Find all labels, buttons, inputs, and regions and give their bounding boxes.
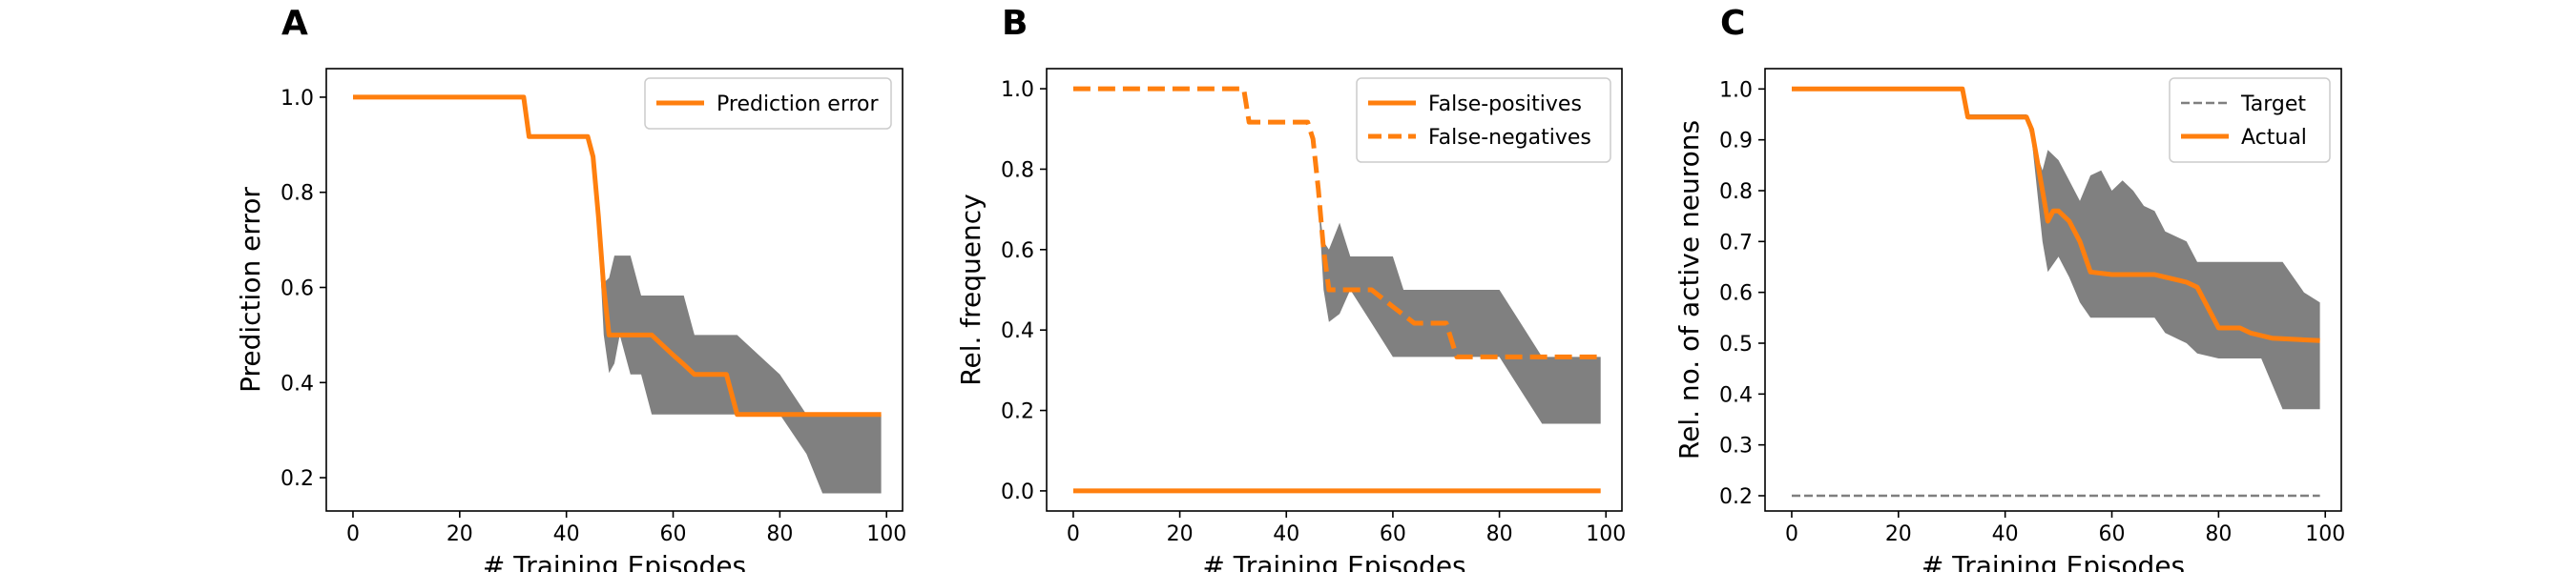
panel-letter: C [1720,4,1745,43]
series-line [353,94,882,418]
y-tick-label: 0.9 [1719,130,1753,153]
panel-letter: B [1002,4,1028,43]
y-tick-label: 0.6 [1001,239,1034,263]
uncertainty-band [353,96,882,494]
legend-label: False-negatives [1428,126,1591,150]
y-tick-label: 0.4 [280,372,314,396]
legend: False-positives False-negatives [1356,77,1611,163]
y-axis-label: Rel. no. of active neurons [1673,120,1705,460]
x-tick-label: 60 [2099,522,2126,546]
x-tick-label: 100 [1586,522,1626,546]
panel-b: B 0 20 40 60 80 100 0.0 0.2 0.4 0.6 0.8 1.0 # Trainin… [955,4,1626,572]
legend-box [2169,77,2331,163]
y-tick-label: 0.5 [1719,333,1753,357]
x-axis-label: # Training Episodes [483,550,746,572]
y-tick-label: 0.4 [1001,319,1034,343]
x-tick-label: 20 [447,522,473,546]
y-tick-label: 0.4 [1719,383,1753,407]
y-axis-label: Prediction error [235,187,266,393]
x-tick-label: 40 [553,522,580,546]
axes-frame [1046,68,1623,512]
x-tick-label: 60 [1380,522,1406,546]
y-tick-label: 0.2 [1001,400,1034,424]
x-tick-label: 0 [1067,522,1080,546]
y-tick-label: 0.3 [1719,435,1753,459]
panel-letter: A [281,4,308,43]
axes-frame [1764,68,2342,512]
x-tick-label: 0 [346,522,360,546]
uncertainty-band [1072,89,1601,424]
y-axis-label: Rel. frequency [955,194,987,385]
panel-a: A 0 20 40 60 80 100 0.2 0.4 0.6 0.8 1.0 # Training E… [235,4,906,572]
x-tick-label: 100 [2305,522,2345,546]
x-tick-label: 80 [1486,522,1513,546]
x-tick-label: 20 [1167,522,1194,546]
legend-label: Actual [2241,126,2307,150]
x-tick-label: 20 [1885,522,1912,546]
y-tick-label: 1.0 [1719,78,1753,102]
y-tick-label: 0.8 [280,182,314,206]
series-line-dashed [1072,86,1601,359]
x-tick-label: 80 [2205,522,2232,546]
legend-label: Target [2240,92,2306,116]
y-tick-label: 0.8 [1719,180,1753,204]
legend-box [1356,77,1611,163]
y-tick-label: 0.8 [1001,158,1034,182]
y-tick-label: 0.0 [1001,480,1034,504]
legend-label: Prediction error [717,92,879,116]
series-line [1792,86,2320,343]
x-tick-label: 0 [1785,522,1798,546]
x-tick-label: 80 [766,522,793,546]
y-tick-label: 0.2 [1719,485,1753,509]
axes-frame [325,68,904,512]
y-tick-label: 0.2 [280,467,314,491]
y-tick-label: 0.6 [280,277,314,301]
uncertainty-band [1792,89,2320,410]
x-tick-label: 60 [660,522,687,546]
legend: Target Actual [2169,77,2331,163]
legend: Prediction error [644,77,892,130]
y-tick-label: 0.6 [1719,282,1753,306]
y-tick-label: 0.7 [1719,231,1753,255]
panel-c: C 0 20 40 60 80 100 0.2 0.3 0.4 0.5 0.6 0.7 0.8 0.9 1.0… [1673,4,2345,572]
x-tick-label: 100 [866,522,906,546]
x-axis-label: # Training Episodes [1202,550,1465,572]
x-axis-label: # Training Episodes [1922,550,2185,572]
y-tick-label: 1.0 [280,87,314,111]
x-tick-label: 40 [1273,522,1299,546]
legend-label: False-positives [1428,92,1582,116]
legend-box [644,77,892,130]
y-tick-label: 1.0 [1001,78,1034,102]
x-tick-label: 40 [1992,522,2019,546]
